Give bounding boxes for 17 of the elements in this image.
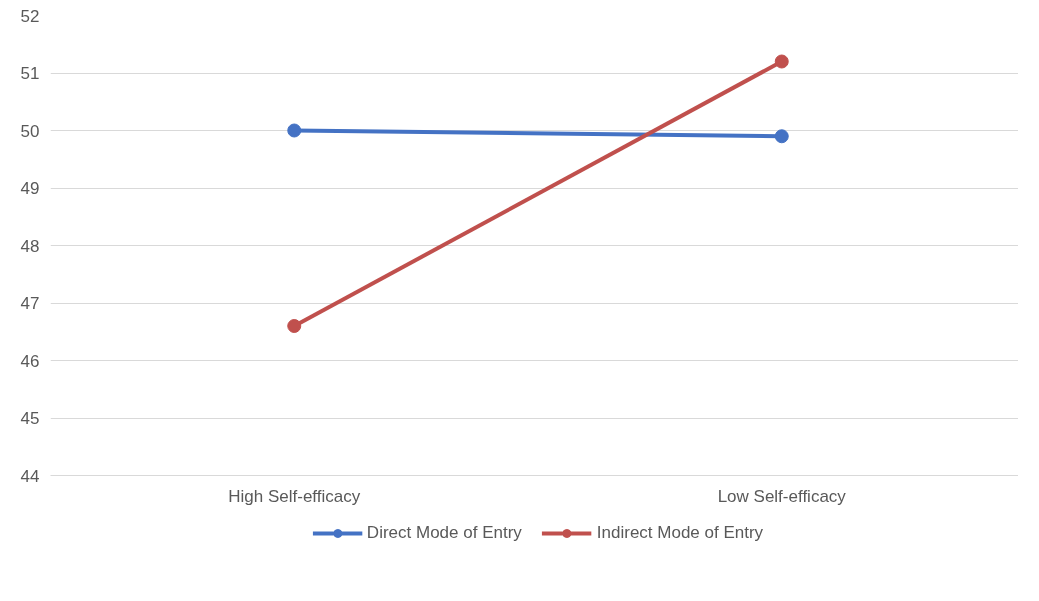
y-tick-label: 48 (20, 236, 40, 256)
y-tick-label: 49 (20, 179, 40, 198)
legend-label: Indirect Mode of Entry (596, 523, 764, 543)
y-tick-label: 52 (20, 6, 40, 26)
y-tick-label: 50 (20, 121, 40, 141)
point (287, 319, 302, 333)
x-tick-label: Low Self-efficacy (717, 486, 847, 506)
legend-label: Direct Mode of Entry (366, 523, 522, 543)
y-tick-label: 46 (20, 351, 40, 371)
y-tick-label: 44 (20, 466, 40, 486)
point (774, 54, 789, 69)
point (774, 129, 789, 144)
point (287, 123, 302, 138)
y-tick-label: 47 (20, 294, 40, 313)
y-tick-label: 51 (20, 64, 40, 83)
y-tick-label: 45 (20, 409, 40, 428)
x-tick-label: High Self-efficacy (228, 486, 361, 506)
